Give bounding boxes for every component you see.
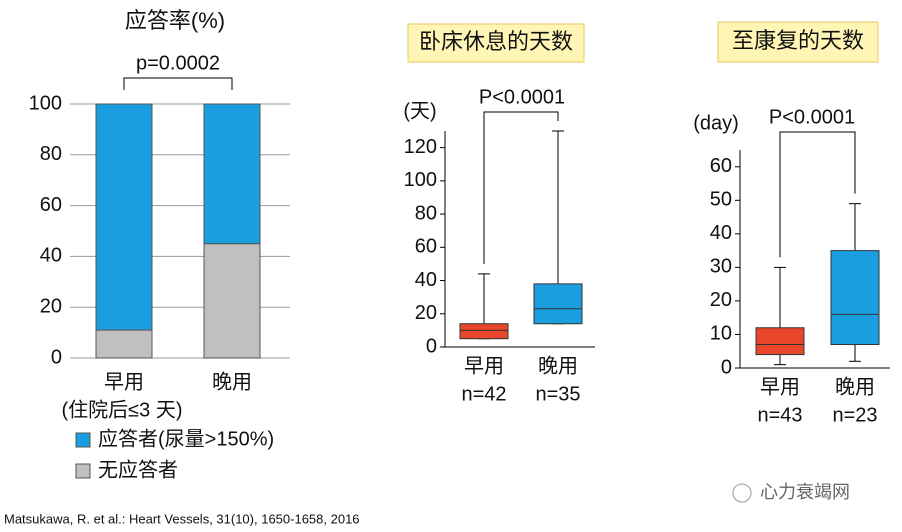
x-tick-label: 早用 bbox=[760, 376, 800, 398]
x-tick-label: 晚用 bbox=[538, 354, 578, 377]
legend-swatch bbox=[75, 432, 91, 448]
bar-segment bbox=[95, 329, 153, 359]
box bbox=[459, 323, 509, 340]
annotation: P<0.0001 bbox=[769, 106, 855, 128]
y-tick-label: 80 bbox=[415, 202, 437, 224]
y-axis-label: (day) bbox=[693, 112, 739, 134]
box bbox=[830, 250, 880, 346]
y-tick-label: 0 bbox=[721, 356, 732, 378]
y-tick-label: 20 bbox=[415, 302, 437, 324]
legend-label: 无应答者 bbox=[98, 458, 178, 481]
significance-bracket bbox=[123, 77, 233, 90]
watermark-icon bbox=[732, 483, 752, 503]
n-label: n=43 bbox=[757, 404, 802, 426]
y-axis-label: (天) bbox=[403, 100, 436, 122]
legend-swatch bbox=[75, 463, 91, 479]
x-tick-label: 晚用 bbox=[835, 375, 875, 398]
n-label: n=23 bbox=[832, 404, 877, 426]
y-tick-label: 80 bbox=[40, 143, 62, 165]
y-tick-label: 40 bbox=[415, 269, 437, 291]
x-tick-label: 早用 bbox=[104, 371, 144, 393]
y-tick-label: 20 bbox=[710, 289, 732, 311]
y-tick-label: 100 bbox=[404, 169, 437, 191]
significance-bracket bbox=[483, 111, 559, 264]
box bbox=[533, 283, 583, 325]
chart-title: 至康复的天数 bbox=[732, 28, 864, 53]
y-tick-label: 40 bbox=[40, 245, 62, 267]
title-box bbox=[717, 21, 879, 63]
x-tick-label: 晚用 bbox=[212, 370, 252, 393]
y-tick-label: 40 bbox=[710, 222, 732, 244]
y-tick-label: 60 bbox=[415, 236, 437, 258]
annotation: P<0.0001 bbox=[479, 86, 565, 108]
y-tick-label: 30 bbox=[710, 256, 732, 278]
y-tick-label: 120 bbox=[404, 136, 437, 158]
chart-title: 卧床休息的天数 bbox=[419, 29, 573, 54]
y-tick-label: 0 bbox=[51, 346, 62, 368]
y-tick-label: 60 bbox=[710, 155, 732, 177]
n-label: n=35 bbox=[535, 383, 580, 405]
chart-title: 应答率(%) bbox=[125, 8, 225, 33]
y-tick-label: 100 bbox=[29, 92, 62, 114]
box bbox=[755, 327, 805, 356]
title-box bbox=[407, 23, 585, 63]
watermark: 心力衰竭网 bbox=[760, 482, 850, 502]
y-tick-label: 0 bbox=[426, 335, 437, 357]
y-tick-label: 60 bbox=[40, 194, 62, 216]
y-tick-label: 20 bbox=[40, 295, 62, 317]
y-tick-label: 50 bbox=[710, 189, 732, 211]
n-label: n=42 bbox=[461, 383, 506, 405]
source: Matsukawa, R. et al.: Heart Vessels, 31(… bbox=[4, 511, 360, 526]
bar-segment bbox=[95, 103, 153, 331]
significance-bracket bbox=[779, 131, 856, 258]
bar-segment bbox=[203, 103, 261, 245]
x-tick-label: 早用 bbox=[464, 355, 504, 377]
annotation: p=0.0002 bbox=[136, 52, 220, 74]
category-note: (住院后≤3 天) bbox=[62, 398, 183, 421]
legend-label: 应答者(尿量>150%) bbox=[98, 427, 274, 450]
bar-segment bbox=[203, 243, 261, 359]
y-tick-label: 10 bbox=[710, 323, 732, 345]
